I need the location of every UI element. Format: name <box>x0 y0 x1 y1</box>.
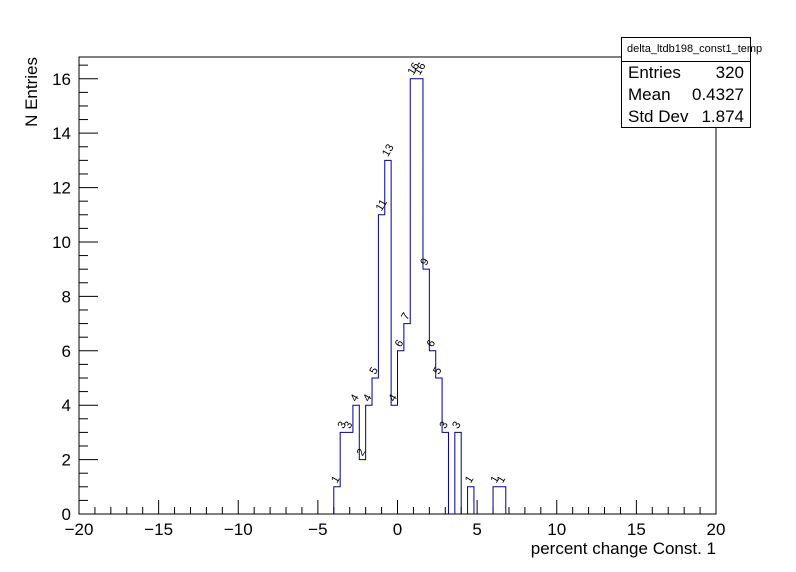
bin-label: 16 <box>412 61 429 78</box>
x-tick-label: 10 <box>547 520 566 539</box>
stats-mean-label: Mean <box>628 85 671 104</box>
y-tick-labels: 0 2 4 6 8 10 12 14 16 <box>52 70 71 524</box>
bin-label: 4 <box>348 392 361 403</box>
bin-label: 6 <box>393 338 406 349</box>
stats-mean-value: 0.4327 <box>692 85 744 104</box>
x-tick-label: −10 <box>224 520 253 539</box>
bin-label: 1 <box>463 474 476 485</box>
y-tick-label: 6 <box>62 342 71 361</box>
bin-label: 1 <box>329 474 342 485</box>
stats-entries-row: Entries 320 <box>622 62 750 84</box>
bin-label: 1 <box>488 474 501 485</box>
x-tick-label: −15 <box>144 520 173 539</box>
stats-entries-label: Entries <box>628 63 681 82</box>
y-tick-label: 4 <box>62 396 71 415</box>
x-axis-title: percent change Const. 1 <box>531 539 716 558</box>
bin-label: 3 <box>336 420 349 431</box>
stats-title: delta_ltdb198_const1_temp <box>622 38 762 62</box>
x-tick-label: −5 <box>308 520 327 539</box>
x-tick-label: 5 <box>472 520 481 539</box>
stats-mean-row: Mean 0.4327 <box>622 84 750 106</box>
x-tick-label: 20 <box>707 520 726 539</box>
y-axis-title: N Entries <box>22 57 41 127</box>
y-tick-label: 10 <box>52 233 71 252</box>
bin-label: 1 <box>495 474 508 485</box>
histogram-outline <box>333 78 507 514</box>
y-tick-label: 16 <box>52 70 71 89</box>
stats-stddev-label: Std Dev <box>628 107 689 126</box>
axis-ticks <box>78 64 717 515</box>
x-tick-label: −20 <box>65 520 94 539</box>
bin-label: 5 <box>367 365 380 376</box>
stats-box: delta_ltdb198_const1_temp Entries 320 Me… <box>621 37 762 128</box>
y-tick-label: 12 <box>52 179 71 198</box>
stats-entries-value: 320 <box>715 63 744 82</box>
stats-stddev-value: 1.874 <box>701 107 744 126</box>
bin-label: 9 <box>418 256 431 267</box>
y-tick-label: 0 <box>62 505 71 524</box>
bin-label: 3 <box>342 420 355 431</box>
y-tick-label: 2 <box>62 451 71 470</box>
bin-label: 3 <box>437 420 450 431</box>
x-tick-labels: −20 −15 −10 −5 0 5 10 15 20 <box>65 520 726 539</box>
x-tick-label: 15 <box>627 520 646 539</box>
stats-stddev-row: Std Dev 1.874 <box>622 106 750 128</box>
x-tick-label: 0 <box>393 520 402 539</box>
bin-label: 7 <box>399 311 412 322</box>
bin-label: 11 <box>374 197 390 213</box>
bin-label: 6 <box>425 338 438 349</box>
bin-label: 4 <box>387 392 400 403</box>
bin-label: 4 <box>361 392 374 403</box>
bin-label: 2 <box>355 447 368 458</box>
y-tick-label: 14 <box>52 124 71 143</box>
bin-label: 13 <box>380 142 397 159</box>
y-tick-label: 8 <box>62 287 71 306</box>
bin-label: 16 <box>406 61 423 78</box>
bin-label: 5 <box>431 365 444 376</box>
bin-label: 3 <box>450 420 463 431</box>
